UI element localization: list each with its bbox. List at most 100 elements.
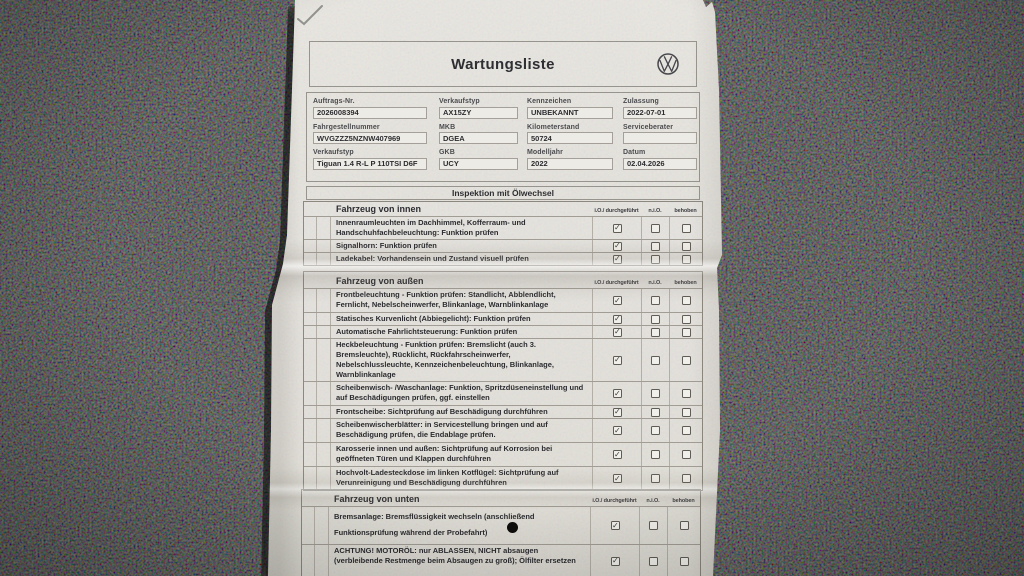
checkbox-nio[interactable] (651, 389, 660, 398)
cell-nio (641, 339, 669, 381)
row-margin-cell (304, 339, 317, 381)
cell-io-durchgefuehrt (592, 326, 641, 338)
cell-io-durchgefuehrt (592, 443, 641, 466)
form-field-value[interactable]: UCY (439, 157, 519, 170)
cell-nio (641, 419, 669, 442)
form-field: Auftrags-Nr. 2026008394 (313, 98, 437, 119)
checkbox-nio[interactable] (651, 355, 660, 365)
checkbox-io-durchgefuehrt[interactable] (612, 296, 622, 305)
checkbox-behoben[interactable] (681, 355, 691, 365)
checkbox-behoben[interactable] (681, 327, 691, 337)
checkbox-nio[interactable] (651, 474, 660, 483)
checkbox-nio[interactable] (651, 254, 660, 264)
handwritten-checkmark (297, 5, 323, 26)
form-field-value[interactable]: 02.04.2026 (623, 157, 697, 170)
form-field-value[interactable]: Tiguan 1.4 R-L P 110TSI D6F (313, 157, 428, 170)
cell-behoben (669, 240, 702, 252)
checkbox-io-durchgefuehrt[interactable] (612, 241, 622, 251)
cell-io-durchgefuehrt (592, 339, 641, 381)
form-field: Kennzeichen UNBEKANNT (527, 98, 621, 119)
checkbox-io-durchgefuehrt[interactable] (612, 355, 622, 365)
form-field-value[interactable]: 2026008394 (313, 106, 428, 119)
cell-nio (639, 507, 667, 544)
form-field-value[interactable]: WVGZZZ5NZNW407969 (313, 132, 428, 144)
task-description: Frontbeleuchtung - Funktion prüfen: Stan… (336, 290, 556, 309)
cell-nio (641, 217, 669, 239)
document-header: Wartungsliste (309, 41, 697, 87)
form-field-value[interactable]: 2022 (527, 157, 614, 170)
checkbox-nio[interactable] (651, 296, 660, 305)
form-field-value[interactable]: UNBEKANNT (527, 106, 614, 119)
checkbox-io-durchgefuehrt[interactable] (612, 314, 622, 324)
checkbox-behoben[interactable] (681, 389, 691, 398)
form-field-value[interactable]: 2022-07-01 (623, 106, 697, 119)
checkbox-behoben[interactable] (679, 521, 689, 530)
cell-nio (641, 289, 669, 312)
checkbox-behoben[interactable] (681, 296, 691, 305)
checkbox-behoben[interactable] (681, 223, 691, 233)
checkbox-behoben[interactable] (681, 474, 691, 483)
vehicle-form: Auftrags-Nr. 2026008394 Verkaufstyp AX15… (306, 92, 700, 182)
cell-nio (641, 326, 669, 338)
checklist-row: ACHTUNG! MOTORÖL: nur ABLASSEN, NICHT ab… (302, 544, 700, 576)
task-description: Scheibenwisch- /Waschanlage: Funktion, S… (336, 383, 584, 402)
row-margin-cell (317, 217, 331, 239)
checklist-row: Frontscheibe: Sichtprüfung auf Beschädig… (304, 405, 702, 418)
checkbox-nio[interactable] (651, 407, 660, 417)
form-field-value[interactable]: AX15ZY (439, 106, 519, 119)
row-margin-cell (302, 545, 315, 576)
checkbox-nio[interactable] (651, 426, 660, 435)
checklist-row: Scheibenwischerblätter: in Servicestellu… (304, 418, 702, 442)
cell-io-durchgefuehrt (592, 382, 641, 405)
table-header: Fahrzeug von innen i.O./ durchgeführt n.… (304, 202, 702, 216)
form-field: GKB UCY (439, 149, 525, 170)
form-field-label: Kennzeichen (527, 98, 572, 105)
check-col-header-io: i.O./ durchgeführt (592, 498, 637, 504)
cell-nio (641, 313, 669, 325)
checkbox-behoben[interactable] (681, 426, 691, 435)
checkbox-behoben[interactable] (681, 241, 691, 251)
checkbox-io-durchgefuehrt[interactable] (612, 327, 622, 337)
row-margin-cell (317, 289, 331, 312)
form-field-label: GKB (439, 149, 455, 156)
checkbox-nio[interactable] (649, 521, 658, 530)
checkbox-nio[interactable] (651, 327, 660, 337)
table-title: Fahrzeug von unten (334, 494, 420, 504)
checkbox-behoben[interactable] (681, 450, 691, 459)
cell-behoben (669, 406, 702, 418)
checklist-row: Scheibenwisch- /Waschanlage: Funktion, S… (304, 381, 702, 405)
checkbox-io-durchgefuehrt[interactable] (610, 521, 620, 530)
checkbox-io-durchgefuehrt[interactable] (612, 426, 622, 435)
checkbox-nio[interactable] (651, 450, 660, 459)
check-col-header-io: i.O./ durchgeführt (594, 280, 639, 286)
checkbox-io-durchgefuehrt[interactable] (612, 389, 622, 398)
row-margin-cell (304, 253, 317, 265)
checkbox-nio[interactable] (651, 223, 660, 233)
checkbox-nio[interactable] (651, 241, 660, 251)
form-field-label: Serviceberater (623, 123, 674, 131)
form-field-value[interactable]: DGEA (439, 132, 519, 144)
checkbox-io-durchgefuehrt[interactable] (612, 474, 622, 483)
checkbox-nio[interactable] (651, 314, 660, 324)
cell-behoben (669, 289, 702, 312)
checkbox-behoben[interactable] (681, 407, 691, 417)
form-field: Datum 02.04.2026 (623, 149, 703, 170)
cell-io-durchgefuehrt (592, 289, 641, 312)
checkbox-behoben[interactable] (681, 314, 691, 324)
form-field-label: Fahrgestellnummer (313, 123, 380, 131)
checkbox-io-durchgefuehrt[interactable] (612, 407, 622, 417)
checkbox-io-durchgefuehrt[interactable] (610, 556, 620, 566)
form-field-value[interactable] (623, 132, 697, 144)
checkbox-io-durchgefuehrt[interactable] (612, 223, 622, 233)
checkbox-io-durchgefuehrt[interactable] (612, 450, 622, 459)
checkbox-behoben[interactable] (681, 254, 691, 264)
form-field: Serviceberater (623, 123, 703, 144)
cell-behoben (667, 545, 700, 576)
checkbox-behoben[interactable] (679, 556, 689, 566)
row-margin-cell (304, 419, 317, 442)
checkbox-nio[interactable] (649, 556, 658, 566)
checkbox-io-durchgefuehrt[interactable] (612, 254, 622, 264)
form-field-value[interactable]: 50724 (527, 132, 614, 144)
checklist-table-unten: Fahrzeug von unten i.O./ durchgeführt n.… (301, 489, 701, 576)
checklist-row: Karosserie innen und außen: Sichtprüfung… (304, 442, 702, 466)
